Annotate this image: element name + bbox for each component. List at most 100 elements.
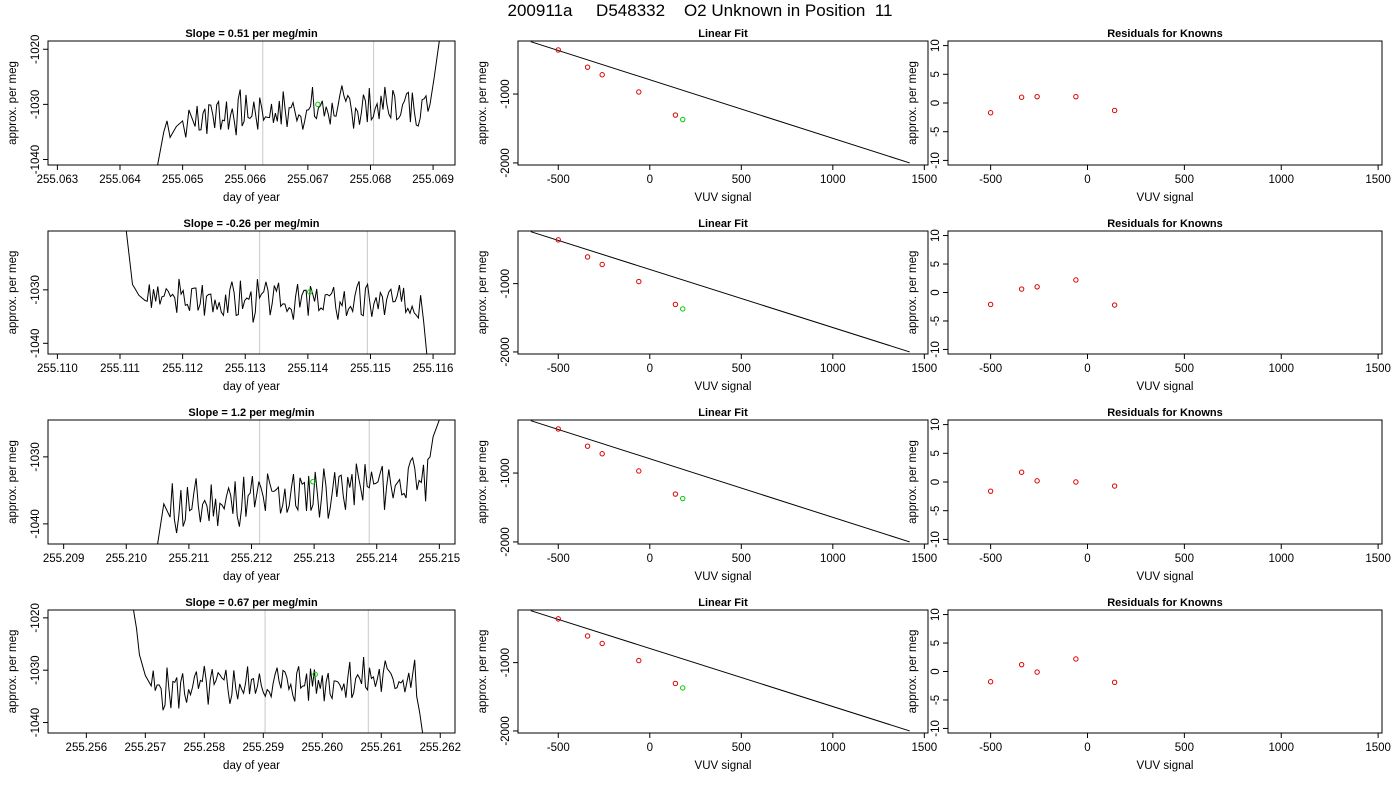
fit-line (530, 610, 910, 732)
panel-3-3: Residuals for Knowns -500 0 500 1000 1500 -10 -… (907, 407, 1391, 583)
x-tick-label: 255.068 (350, 174, 392, 186)
known-point (599, 640, 605, 647)
residual-point (1018, 94, 1025, 100)
y-tick-label: 10 (930, 418, 942, 431)
plot-frame (47, 230, 456, 355)
x-tick-label: 255.111 (100, 363, 140, 375)
x-tick-label: 500 (1175, 174, 1194, 186)
known-point (584, 633, 591, 639)
x-tick-label: 255.069 (412, 174, 454, 186)
residual-point (987, 679, 994, 685)
y-tick-label: -5 (930, 316, 942, 326)
x-axis-label: day of year (223, 381, 280, 393)
x-axis-label: day of year (223, 192, 280, 204)
x-tick-label: 255.110 (37, 363, 78, 375)
residual-point (1018, 469, 1025, 475)
panel-title: Slope = 0.51 per meg/min (185, 28, 318, 40)
plot-area (530, 610, 910, 732)
x-tick-label: 255.113 (225, 363, 266, 375)
plot-area (530, 231, 910, 353)
x-tick-label: 500 (732, 363, 751, 375)
residual-point (1018, 661, 1025, 668)
panel-1-1: Slope = 0.51 per meg/min 255.063 255.064 25… (7, 28, 456, 204)
x-tick-label: 0 (647, 553, 653, 565)
x-tick-label: 500 (1175, 553, 1194, 565)
x-tick-label: 1500 (1365, 363, 1391, 375)
y-axis-label: approx. per meg (477, 251, 489, 335)
panel-title: Slope = 0.67 per meg/min (185, 597, 318, 609)
y-tick-label: 5 (930, 71, 942, 77)
known-point (599, 261, 605, 268)
y-tick-label: -1000 (500, 458, 512, 487)
y-tick-label: -2000 (500, 716, 512, 745)
panel-title: Slope = -0.26 per meg/min (183, 218, 319, 230)
y-axis-label: approx. per meg (907, 630, 919, 714)
x-tick-label: 255.112 (162, 363, 203, 375)
y-tick-label: -10 (930, 531, 942, 548)
plot-area (987, 93, 1118, 116)
x-tick-label: 255.067 (287, 174, 329, 186)
residual-point (987, 301, 994, 308)
residual-point (1034, 284, 1040, 290)
residual-point (1034, 478, 1040, 484)
x-tick-label: -500 (547, 174, 570, 186)
y-tick-label: -1030 (30, 275, 42, 304)
y-tick-label: -10 (930, 341, 942, 358)
known-point (584, 443, 591, 449)
panel-title: Linear Fit (698, 218, 748, 230)
x-tick-label: 1000 (820, 553, 846, 565)
plot-area (530, 420, 910, 543)
residual-point (1073, 277, 1079, 283)
panel-2-3: Residuals for Knowns -500 0 500 1000 1500 -10 -… (907, 218, 1391, 393)
plot-frame (947, 40, 1383, 166)
y-tick-label: -1000 (500, 648, 512, 677)
residual-point (1111, 679, 1118, 686)
residual-point (1111, 107, 1118, 114)
plot-frame (947, 609, 1383, 734)
known-point (555, 426, 561, 432)
plot-frame (947, 230, 1383, 355)
known-point (584, 64, 591, 70)
x-tick-label: 255.064 (99, 174, 141, 186)
y-tick-label: 0 (930, 100, 942, 106)
residual-point (1073, 93, 1079, 100)
y-axis-label: approx. per meg (477, 630, 489, 714)
y-axis-label: approx. per meg (7, 440, 19, 524)
x-tick-label: 255.262 (419, 742, 461, 754)
x-tick-label: -500 (979, 174, 1002, 186)
y-tick-label: 10 (930, 229, 942, 242)
y-tick-label: -1040 (30, 329, 42, 358)
x-tick-label: 1000 (1268, 363, 1294, 375)
x-tick-label: 255.257 (125, 742, 167, 754)
x-tick-label: 255.116 (413, 363, 454, 375)
panel-title: Linear Fit (698, 597, 748, 609)
figure-title: 200911a D548332 O2 Unknown in Position 1… (507, 1, 893, 20)
x-tick-label: 255.212 (231, 553, 273, 565)
x-tick-label: -500 (547, 742, 570, 754)
y-axis-label: approx. per meg (7, 251, 19, 335)
panel-title: Residuals for Knowns (1107, 597, 1223, 609)
y-tick-label: -10 (930, 720, 942, 737)
x-tick-label: 0 (1084, 174, 1090, 186)
x-tick-label: 1500 (1365, 553, 1391, 565)
unknown-marker (310, 478, 316, 485)
unknown-point (680, 685, 686, 691)
residual-point (1111, 483, 1118, 489)
x-tick-label: 255.261 (360, 742, 402, 754)
known-point (555, 616, 561, 622)
unknown-point (680, 495, 686, 502)
x-tick-label: 255.260 (301, 742, 343, 754)
x-axis-label: VUV signal (1137, 381, 1194, 393)
panel-title: Residuals for Knowns (1107, 407, 1223, 419)
x-tick-label: 255.115 (350, 363, 391, 375)
y-tick-label: -1030 (30, 655, 42, 684)
plot-frame (47, 609, 456, 734)
x-tick-label: 500 (732, 174, 751, 186)
fit-line (530, 41, 910, 164)
residual-point (1034, 669, 1040, 675)
plot-frame (517, 230, 929, 355)
plot-frame (47, 40, 456, 166)
x-tick-label: 0 (1084, 553, 1090, 565)
known-point (555, 237, 561, 243)
